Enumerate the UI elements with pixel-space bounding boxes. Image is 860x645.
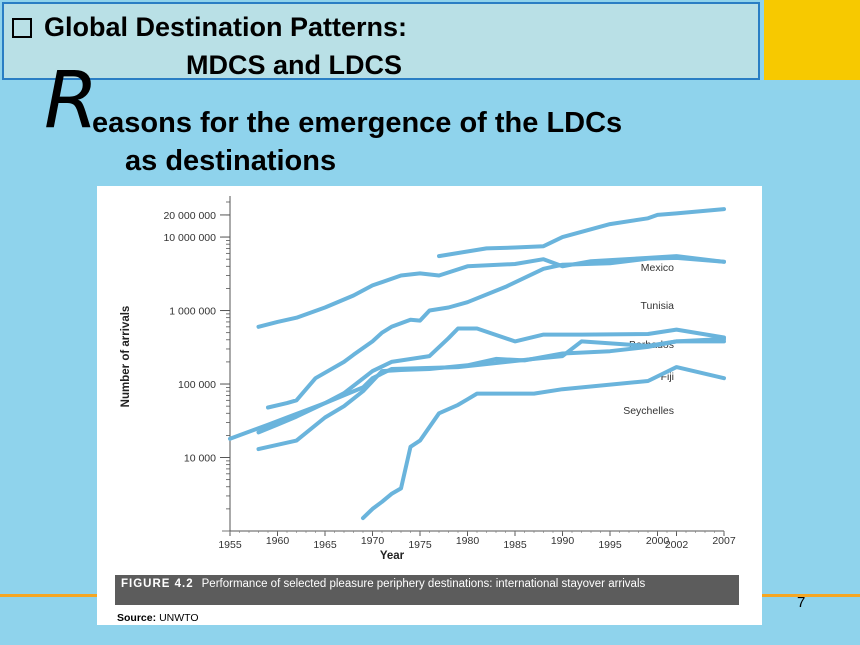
- series-label: Mexico: [641, 262, 674, 274]
- series-line-unlabeled-6: [361, 365, 726, 521]
- series-line-tunisia: [256, 254, 726, 329]
- decorative-letter: R: [44, 56, 99, 146]
- x-tick-label: 1975: [408, 539, 432, 551]
- x-tick-label: 1990: [551, 535, 575, 547]
- figure-caption: FIGURE 4.2 Performance of selected pleasu…: [115, 575, 739, 605]
- x-tick-label: 1985: [503, 539, 527, 551]
- page-number: 7: [797, 594, 806, 611]
- x-tick-label: 2007: [712, 535, 736, 547]
- slide-title-text: Global Destination Patterns:: [44, 12, 408, 42]
- x-axis-label: Year: [380, 550, 405, 562]
- caption-text: Performance of selected pleasure periphe…: [201, 578, 646, 590]
- slide-title-line2: MDCS and LDCS: [186, 50, 402, 80]
- y-tick-label: 10 000: [184, 453, 216, 465]
- slide-title: Global Destination Patterns:: [12, 12, 407, 43]
- series-label: Tunisia: [641, 300, 675, 312]
- x-tick-label: 1970: [361, 535, 385, 547]
- yellow-accent-bar: [764, 0, 860, 80]
- source-text: UNWTO: [159, 612, 199, 624]
- x-tick-label: 1955: [218, 539, 242, 551]
- x-tick-label: 2000: [646, 535, 670, 547]
- title-box: Global Destination Patterns: MDCS and LD…: [2, 2, 760, 80]
- x-tick-label: 1980: [456, 535, 480, 547]
- figure-panel: 10 000 100 000 1 000 000 10 000 000 20 000 0…: [97, 186, 762, 625]
- x-tick-label: 2002: [665, 539, 689, 551]
- series-line-unlabeled-5: [256, 337, 726, 452]
- series-line-barbados: [266, 255, 726, 410]
- checkbox-bullet-icon: [12, 18, 32, 38]
- y-tick-label: 20 000 000: [163, 210, 216, 222]
- series-line-mexico: [437, 207, 726, 259]
- y-tick-label: 10 000 000: [163, 232, 216, 244]
- x-tick-label: 1965: [313, 539, 337, 551]
- source-label: Source:: [117, 612, 157, 624]
- slide-subtitle: easons for the emergence of the LDCs as …: [92, 104, 622, 180]
- y-tick-label: 1 000 000: [169, 306, 216, 318]
- x-tick-label: 1960: [266, 535, 290, 547]
- x-tick-label: 1995: [598, 539, 622, 551]
- figure-source: Source: UNWTO: [117, 612, 199, 624]
- y-axis-label: Number of arrivals: [120, 306, 132, 408]
- caption-label: FIGURE 4.2: [121, 578, 194, 590]
- subtitle-line1: easons for the emergence of the LDCs: [92, 107, 623, 139]
- y-tick-label: 100 000: [178, 379, 216, 391]
- series-label: Seychelles: [623, 405, 674, 417]
- subtitle-line2: as destinations: [125, 145, 337, 177]
- arrivals-chart: 10 000 100 000 1 000 000 10 000 000 20 000 0…: [120, 196, 736, 562]
